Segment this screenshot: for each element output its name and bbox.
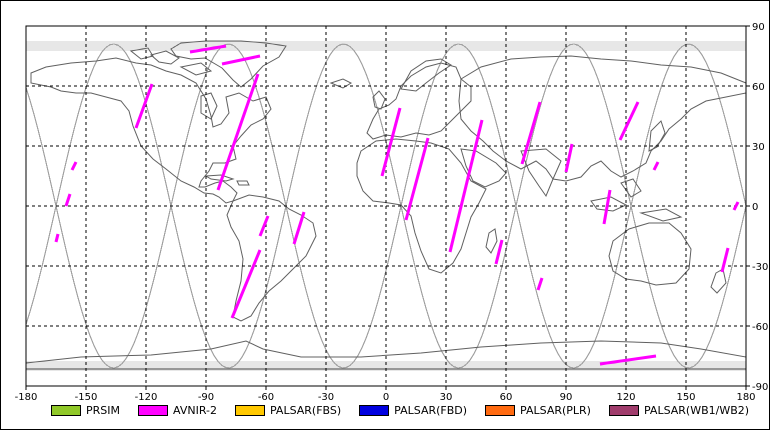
observation-segment	[70, 161, 78, 171]
legend-label: PRSIM	[86, 404, 120, 417]
x-tick-label: 0	[383, 392, 389, 403]
observation-segment	[652, 161, 660, 171]
y-tick-label: 0	[752, 202, 758, 213]
legend-swatch	[608, 405, 639, 416]
coastlines	[25, 40, 747, 370]
observation-segment	[64, 193, 72, 207]
legend-swatch	[485, 405, 516, 416]
observation-segment	[216, 73, 260, 191]
legend-label: PALSAR(PLR)	[520, 404, 591, 417]
observation-segment	[720, 247, 730, 273]
legend-item: PRSIM	[51, 404, 120, 417]
observation-segment	[494, 239, 504, 265]
legend-item: PALSAR(PLR)	[485, 404, 591, 417]
y-tick-label: 60	[752, 82, 765, 93]
legend-item: PALSAR(FBS)	[234, 404, 342, 417]
lat-lon-grid	[26, 26, 746, 386]
x-tick-label: 30	[440, 392, 453, 403]
x-tick-label: -120	[135, 392, 158, 403]
x-tick-label: -90	[198, 392, 214, 403]
observation-segment	[618, 101, 640, 141]
legend-label: PALSAR(WB1/WB2)	[643, 404, 750, 417]
x-tick-label: 60	[500, 392, 513, 403]
x-tick-label: -30	[318, 392, 334, 403]
legend-swatch	[359, 405, 390, 416]
observation-segment	[380, 107, 402, 177]
legend-swatch	[234, 405, 265, 416]
legend-label: AVNIR-2	[173, 404, 217, 417]
y-tick-label: -60	[752, 322, 768, 333]
observation-segment	[564, 143, 574, 173]
observation-segment	[448, 119, 484, 253]
y-tick-label: 90	[752, 22, 765, 33]
observation-segment	[258, 215, 270, 237]
observation-segment	[732, 201, 740, 211]
observation-segment	[599, 354, 657, 366]
x-tick-label: 180	[736, 392, 755, 403]
legend-label: PALSAR(FBS)	[269, 404, 342, 417]
x-tick-label: 120	[616, 392, 635, 403]
x-axis-ticks: -180 -150 -120 -90 -60 -30 0 30 60 90 120 150 180	[15, 386, 756, 403]
observation-segment	[189, 44, 227, 54]
observation-segment	[230, 249, 262, 319]
legend: PRSIM AVNIR-2 PALSAR(FBS) PALSAR(FBD) PALSAR…	[51, 404, 767, 417]
observation-segment	[292, 211, 306, 245]
y-tick-label: -30	[752, 262, 768, 273]
observation-segment	[520, 101, 542, 165]
x-tick-label: -60	[258, 392, 274, 403]
observation-segments	[54, 44, 740, 366]
legend-item: AVNIR-2	[138, 404, 217, 417]
x-tick-label: -180	[15, 392, 38, 403]
x-tick-label: 90	[560, 392, 573, 403]
legend-item: PALSAR(FBD)	[359, 404, 467, 417]
x-tick-label: -150	[75, 392, 98, 403]
observation-segment	[602, 189, 612, 225]
y-axis-ticks: 90 60 30 0 -30 -60 -90	[746, 22, 768, 393]
y-tick-label: 30	[752, 142, 765, 153]
observation-segment	[404, 137, 430, 221]
legend-item: PALSAR(WB1/WB2)	[608, 404, 750, 417]
observation-segment	[134, 83, 154, 129]
observation-segment	[221, 54, 261, 66]
x-tick-label: 150	[676, 392, 695, 403]
observation-segment	[536, 277, 544, 291]
legend-swatch	[51, 405, 81, 416]
legend-swatch	[138, 405, 168, 416]
observation-segment	[54, 233, 60, 243]
y-tick-label: -90	[752, 382, 768, 393]
legend-label: PALSAR(FBD)	[394, 404, 468, 417]
